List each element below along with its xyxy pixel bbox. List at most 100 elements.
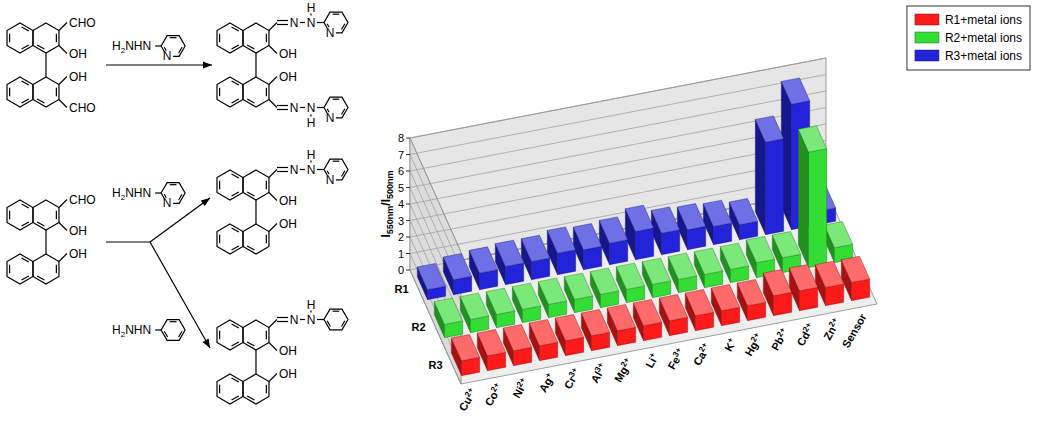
label-ground [324, 174, 336, 186]
bond [155, 45, 161, 46]
ring [161, 320, 185, 341]
bar-top [677, 204, 705, 230]
bond [22, 258, 29, 262]
bar-top [824, 222, 852, 248]
bar-front [766, 139, 784, 235]
bond [247, 342, 254, 346]
bar-top [538, 278, 566, 304]
label-ground [161, 197, 173, 209]
bar-top [512, 283, 540, 309]
bond [232, 324, 239, 328]
legend-swatch [915, 32, 939, 43]
bond [37, 276, 44, 280]
bar-top [729, 199, 757, 225]
grid-line [410, 155, 461, 269]
ring [217, 320, 243, 350]
label-part: 2+ [489, 381, 502, 394]
category-label: Fe3+ [664, 346, 686, 372]
tick-label: 0 [398, 264, 404, 276]
atom-label: N [307, 101, 316, 115]
bond [170, 37, 177, 38]
bond [232, 192, 239, 196]
bond [232, 342, 239, 346]
bond [333, 161, 340, 162]
bar-front [610, 240, 628, 265]
atom-label: H2NHN [112, 323, 151, 339]
axis-title: I550nm/I500nm [379, 170, 395, 237]
label-part: Ag [537, 376, 555, 395]
bond [269, 170, 277, 178]
bar-top [685, 290, 713, 316]
bond [269, 23, 277, 31]
bond [269, 343, 277, 351]
bar [599, 217, 627, 265]
group-label: OH [69, 47, 87, 61]
bar-top [460, 293, 488, 319]
atom-label: N [290, 163, 299, 177]
bar [486, 288, 514, 328]
bar [607, 305, 635, 346]
ring [243, 77, 269, 107]
ring [7, 200, 33, 230]
bar [642, 258, 670, 298]
ring [33, 77, 59, 107]
label-part: + [647, 351, 657, 360]
ring [217, 374, 243, 404]
bond [327, 321, 330, 327]
legend-label: R3+metal ions [945, 49, 1022, 63]
bond [59, 46, 67, 54]
tick [406, 220, 410, 221]
label-part: 2+ [697, 341, 710, 354]
bond [255, 200, 256, 224]
category-label: Ni2+ [509, 376, 530, 400]
label-part: Mg [612, 364, 630, 384]
bond [266, 34, 267, 42]
bar-front [506, 263, 524, 285]
tick-label: 1 [398, 248, 404, 260]
bar [451, 335, 479, 376]
bond [232, 396, 239, 400]
group-label: OH [69, 70, 87, 84]
label-part: Zn [821, 324, 838, 342]
bond [341, 109, 344, 115]
bar [555, 315, 583, 356]
bar-top [746, 237, 774, 263]
figure: CHOOHOHCHOH2NHNNNNHNOHOHNNHNCHOOHOHH2NHN… [0, 0, 1038, 441]
bar-top [521, 235, 549, 261]
bond [37, 222, 44, 226]
bar-top [642, 258, 670, 284]
bond [247, 99, 254, 103]
bar-top [503, 325, 531, 351]
bar-side [798, 129, 808, 267]
bond [179, 194, 182, 200]
ring [33, 200, 59, 230]
bond [219, 331, 220, 339]
bar [720, 243, 748, 283]
label-part: 2+ [619, 356, 632, 369]
bond [59, 23, 67, 31]
bond [255, 350, 256, 374]
bond [59, 223, 67, 231]
bar [789, 265, 817, 311]
bond [277, 24, 288, 25]
bond [300, 169, 305, 170]
tick [406, 270, 410, 271]
bond [269, 46, 277, 54]
bar-top [573, 224, 601, 250]
bond [277, 105, 288, 106]
bar-top [477, 330, 505, 356]
bond [269, 320, 277, 328]
atom-label: N [326, 26, 335, 40]
ring [243, 224, 269, 254]
bond [232, 378, 239, 382]
bar-top [703, 200, 731, 226]
bond [317, 319, 324, 320]
bar-top [469, 247, 497, 273]
bar-front [532, 258, 550, 280]
bond [22, 45, 29, 49]
bond [59, 100, 67, 108]
back-wall [410, 58, 826, 270]
bar-front [809, 149, 827, 268]
label-part: 2+ [775, 326, 788, 339]
tick-label: 3 [398, 215, 404, 227]
